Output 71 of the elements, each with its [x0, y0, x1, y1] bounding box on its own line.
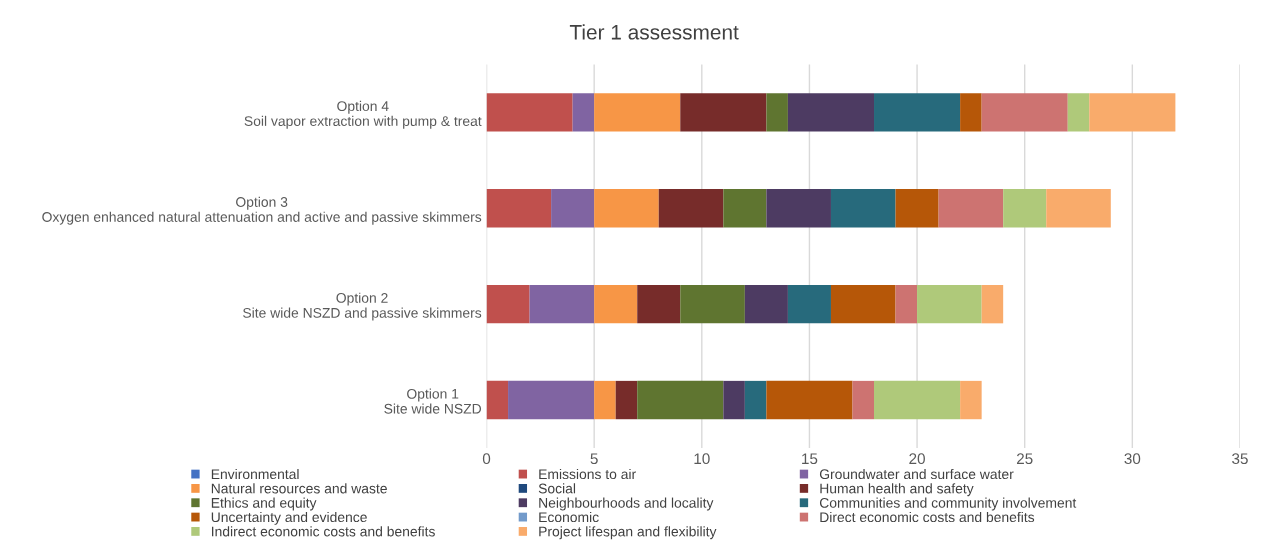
- bar: [744, 380, 767, 420]
- bar: [486, 189, 552, 228]
- bar: [766, 189, 831, 228]
- x-tick-label: 15: [802, 453, 818, 465]
- bar: [723, 380, 745, 420]
- bar: [744, 284, 788, 324]
- x-tick-label: 20: [909, 453, 925, 465]
- bar: [486, 93, 573, 132]
- bar: [830, 189, 896, 228]
- bar: [551, 189, 595, 228]
- legend-label: Neighbourhoods and locality: [539, 497, 714, 511]
- bar: [938, 189, 1004, 228]
- legend-label: Groundwater and surface water: [819, 468, 1014, 480]
- bar: [981, 284, 1004, 324]
- bar: [529, 284, 595, 324]
- bar: [658, 189, 724, 228]
- x-tick-label: 0: [482, 453, 491, 465]
- bar: [486, 380, 509, 420]
- bar: [874, 93, 961, 132]
- bar: [766, 93, 788, 132]
- y-tick-label: Option 1 Site wide NSZD: [384, 388, 482, 414]
- x-tick-label: 35: [1232, 453, 1248, 465]
- legend-label: Communities and community involvement: [819, 497, 1077, 511]
- bar: [852, 380, 875, 420]
- bar: [572, 93, 595, 132]
- bar: [486, 284, 530, 324]
- legend-label: Uncertainty and evidence: [211, 511, 367, 525]
- bar: [615, 380, 638, 420]
- legend-label: Direct economic costs and benefits: [820, 511, 1035, 523]
- legend-label: Ethics and equity: [211, 497, 317, 511]
- legend-label: Human health and safety: [820, 483, 974, 497]
- legend-label: Emissions to air: [539, 468, 636, 480]
- chart-title: Tier 1 assessment: [569, 24, 739, 40]
- bar: [895, 189, 939, 228]
- bar: [1003, 189, 1047, 228]
- bar: [680, 93, 767, 132]
- bar: [1046, 189, 1111, 228]
- bar: [787, 93, 875, 132]
- y-tick-label: Option 2 Site wide NSZD and passive skimmers: [243, 292, 482, 321]
- legend-label: Economic: [539, 511, 599, 523]
- bar: [787, 284, 831, 324]
- bar: [637, 284, 681, 324]
- bar: [960, 380, 982, 420]
- bar: [1089, 93, 1176, 132]
- bar: [981, 93, 1068, 132]
- bar: [508, 380, 595, 420]
- bar: [723, 189, 767, 228]
- bar: [874, 380, 961, 420]
- x-tick-label: 25: [1016, 453, 1033, 465]
- bar: [594, 189, 659, 228]
- bar: [680, 284, 745, 324]
- bar: [637, 380, 724, 420]
- legend-label: Social: [538, 483, 576, 494]
- bar: [917, 284, 982, 324]
- legend-label: Project lifespan and flexibility: [539, 526, 717, 540]
- bar: [830, 284, 896, 324]
- y-tick-label: Option 4 Soil vapor extraction with pump & treat: [244, 100, 482, 129]
- legend-label: Indirect economic costs and benefits: [212, 526, 435, 537]
- bar: [594, 284, 638, 324]
- bar: [960, 93, 982, 132]
- x-tick-label: 10: [694, 453, 710, 465]
- bar: [1067, 93, 1090, 132]
- y-tick-label: Option 3 Oxygen enhanced natural attenuation and active and passive skimmers: [42, 196, 482, 225]
- bar: [766, 380, 853, 420]
- x-tick-label: 5: [590, 453, 598, 465]
- bar: [594, 93, 681, 132]
- legend-label: Natural resources and waste: [211, 483, 387, 494]
- legend-label: Environmental: [211, 468, 299, 480]
- x-tick-label: 30: [1124, 453, 1141, 465]
- bar: [594, 380, 616, 420]
- bar: [895, 284, 918, 324]
